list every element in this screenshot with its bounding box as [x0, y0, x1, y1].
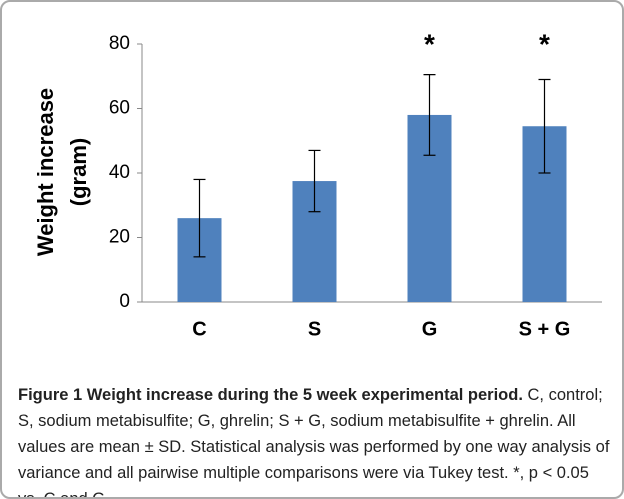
x-tick-label: G: [422, 318, 438, 340]
y-axis-label: (gram): [66, 138, 91, 206]
x-tick-label: S: [308, 318, 321, 340]
y-tick-label: 80: [109, 33, 130, 54]
annotation: *: [424, 28, 435, 59]
x-tick-label: S + G: [519, 318, 571, 340]
y-axis-label: Weight increase: [33, 88, 58, 256]
chart: Weight increase (gram) 0 20 40 60 80 C S G * S + …: [33, 28, 602, 340]
annotation: *: [539, 28, 550, 59]
y-tick-label: 20: [109, 227, 130, 248]
caption: Figure 1 Weight increase during the 5 we…: [18, 382, 610, 499]
y-tick-label: 60: [109, 98, 130, 119]
y-tick-label: 0: [119, 291, 130, 312]
caption-title: Figure 1 Weight increase during the 5 we…: [18, 386, 523, 404]
x-tick-label: C: [192, 318, 206, 340]
y-tick-label: 40: [109, 162, 130, 183]
caption-text: C, control; S, sodium metabisulfite; G, …: [18, 386, 610, 499]
